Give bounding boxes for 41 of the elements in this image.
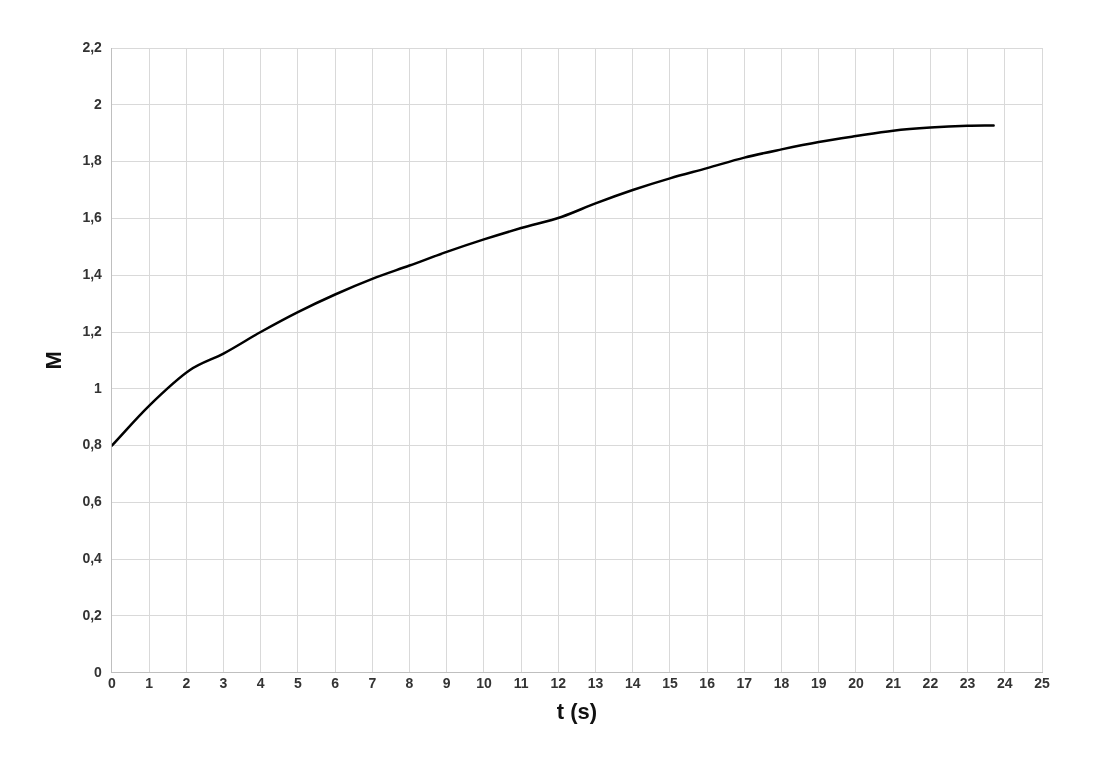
y-axis-title: M bbox=[41, 351, 67, 370]
x-tick-label: 9 bbox=[442, 675, 451, 692]
x-tick-label: 14 bbox=[624, 675, 641, 692]
x-tick-label: 7 bbox=[368, 675, 377, 692]
x-tick-label: 2 bbox=[182, 675, 191, 692]
y-tick-label: 1,4 bbox=[82, 266, 103, 283]
line-series bbox=[111, 124, 995, 447]
x-tick-label: 4 bbox=[256, 675, 265, 692]
x-tick-label: 25 bbox=[1034, 675, 1050, 692]
x-tick-label: 15 bbox=[662, 675, 678, 692]
x-tick-label: 23 bbox=[959, 675, 976, 692]
x-tick-label: 20 bbox=[848, 675, 864, 692]
x-tick-label: 18 bbox=[773, 675, 790, 692]
x-tick-label: 21 bbox=[885, 675, 902, 692]
x-tick-label: 1 bbox=[145, 675, 154, 692]
y-tick-label: 1,2 bbox=[82, 322, 103, 339]
x-tick-label: 8 bbox=[405, 675, 414, 692]
x-tick-label: 12 bbox=[550, 675, 567, 692]
y-tick-label: 1 bbox=[94, 379, 103, 396]
x-tick-label: 17 bbox=[736, 675, 753, 692]
y-tick-label: 0,2 bbox=[82, 606, 103, 623]
x-tick-label: 5 bbox=[293, 675, 302, 692]
x-tick-label: 0 bbox=[107, 675, 116, 692]
x-axis-title: t (s) bbox=[556, 698, 598, 724]
y-tick-label: 1,8 bbox=[82, 152, 103, 169]
x-tick-label: 6 bbox=[331, 675, 340, 692]
x-tick-label: 24 bbox=[997, 675, 1013, 692]
x-tick-label: 3 bbox=[219, 675, 228, 692]
x-tick-label: 13 bbox=[587, 675, 604, 692]
x-tick-label: 11 bbox=[513, 675, 529, 692]
y-tick-label: 1,6 bbox=[82, 209, 103, 226]
y-tick-label: 0,8 bbox=[82, 436, 103, 453]
x-tick-label: 10 bbox=[476, 675, 492, 692]
y-tick-label: 0,6 bbox=[82, 493, 103, 510]
y-tick-label: 0,4 bbox=[82, 550, 103, 567]
y-tick-label: 2 bbox=[94, 95, 103, 112]
y-tick-label: 0 bbox=[94, 663, 103, 680]
x-tick-label: 16 bbox=[699, 675, 716, 692]
x-tick-label: 22 bbox=[922, 675, 939, 692]
y-tick-label: 2,2 bbox=[82, 38, 103, 55]
x-tick-label: 19 bbox=[810, 675, 827, 692]
